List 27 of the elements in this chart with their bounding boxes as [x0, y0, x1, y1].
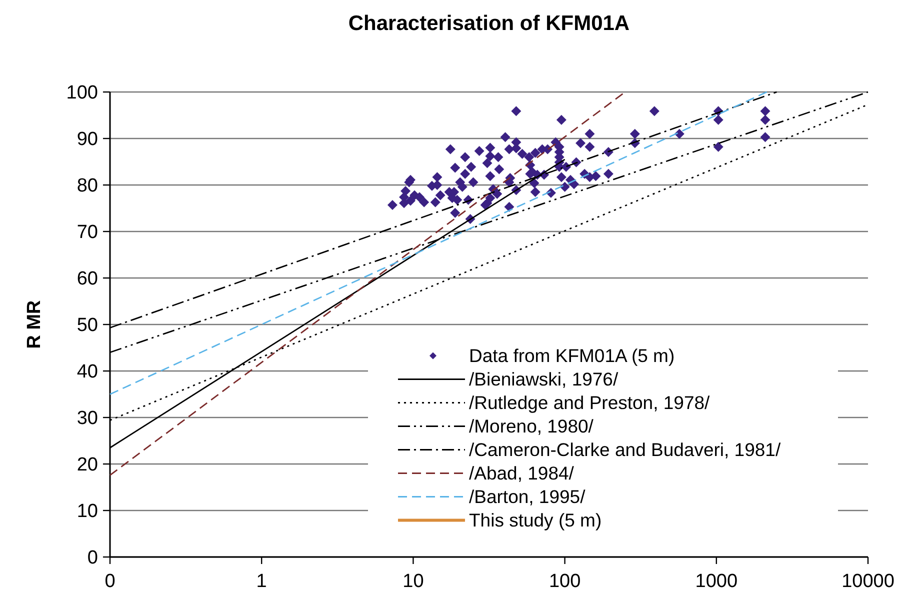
y-tick-label: 80 — [76, 176, 98, 197]
x-tick-label: 100 — [548, 571, 581, 592]
y-tick-label: 60 — [76, 268, 98, 290]
x-tick-label: 10 — [402, 571, 424, 592]
y-tick-label: 40 — [76, 362, 98, 383]
legend-label: /Rutledge and Preston, 1978/ — [469, 392, 711, 414]
y-axis-title: R MR — [24, 300, 45, 349]
legend-label: /Barton, 1995/ — [469, 486, 586, 508]
legend-label: This study (5 m) — [469, 510, 602, 531]
y-tick-label: 90 — [76, 129, 98, 150]
legend-label: /Cameron-Clarke and Budaveri, 1981/ — [469, 439, 782, 460]
y-tick-label: 70 — [76, 222, 98, 244]
x-tick-label: 1 — [256, 571, 267, 592]
y-tick-label: 100 — [66, 82, 98, 104]
y-tick-label: 20 — [76, 454, 98, 476]
x-tick-label: 0 — [104, 571, 116, 592]
y-tick-label: 0 — [87, 548, 98, 569]
x-tick-label: 10000 — [842, 571, 894, 592]
legend-label: /Moreno, 1980/ — [469, 416, 594, 437]
x-tick-label: 1000 — [695, 571, 738, 592]
y-tick-label: 10 — [76, 501, 98, 522]
legend-label: /Abad, 1984/ — [469, 462, 575, 484]
legend-label: /Bieniawski, 1976/ — [469, 368, 619, 390]
y-tick-label: 50 — [76, 315, 98, 336]
y-tick-label: 30 — [76, 408, 98, 430]
chart-title: Characterisation of KFM01A — [348, 12, 630, 35]
legend-label: Data from KFM01A (5 m) — [469, 345, 675, 366]
